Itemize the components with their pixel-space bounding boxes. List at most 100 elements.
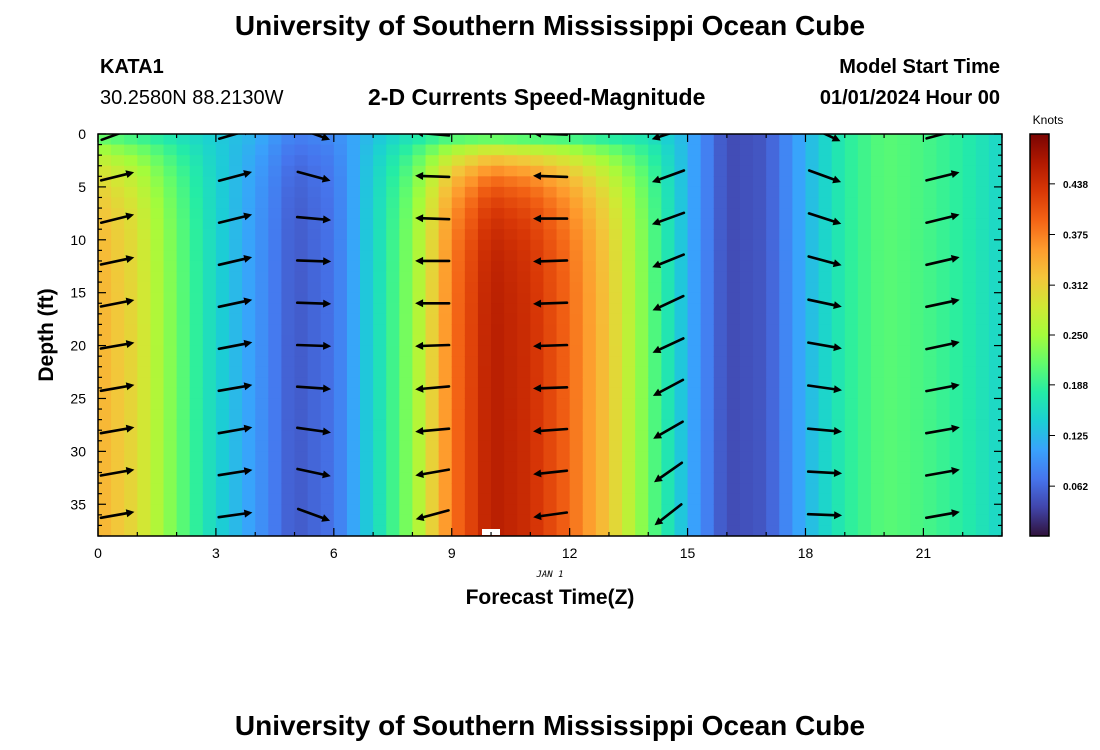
- heatmap-cell: [818, 208, 833, 220]
- heatmap-cell: [399, 197, 414, 209]
- heatmap-cell: [870, 271, 885, 283]
- heatmap-cell: [163, 345, 178, 357]
- heatmap-cell: [98, 229, 112, 241]
- heatmap-cell: [320, 218, 335, 230]
- heatmap-cell: [412, 409, 427, 421]
- heatmap-cell: [504, 440, 518, 452]
- heatmap-cell: [857, 504, 872, 516]
- heatmap-cell: [477, 186, 492, 199]
- current-arrow: [415, 256, 451, 265]
- current-arrow: [807, 255, 842, 268]
- heatmap-cell: [923, 197, 938, 209]
- heatmap-cell: [674, 260, 689, 273]
- heatmap-cell: [504, 208, 518, 220]
- heatmap-cell: [988, 134, 1002, 146]
- heatmap-cell: [635, 409, 649, 421]
- heatmap-cell: [438, 134, 453, 146]
- heatmap-cell: [988, 303, 1002, 315]
- heatmap-cell: [543, 229, 558, 241]
- heatmap-cell: [857, 239, 872, 251]
- heatmap-cell: [386, 440, 400, 452]
- current-arrow: [652, 337, 685, 353]
- heatmap-cell: [150, 483, 165, 495]
- heatmap-cell: [713, 165, 728, 177]
- current-arrow: [533, 341, 569, 350]
- heatmap-cell: [936, 155, 951, 167]
- heatmap-cell: [792, 176, 807, 188]
- heatmap-cell: [792, 229, 807, 241]
- heatmap-cell: [792, 419, 807, 431]
- heatmap-cell: [464, 430, 479, 442]
- heatmap-cell: [477, 483, 492, 495]
- heatmap-cell: [412, 292, 427, 304]
- heatmap-cell: [569, 345, 584, 357]
- heatmap-cell: [281, 504, 296, 516]
- heatmap-cell: [700, 398, 715, 410]
- heatmap-cell: [360, 165, 374, 177]
- heatmap-cell: [530, 493, 545, 505]
- heatmap-cell: [726, 514, 741, 527]
- heatmap-cell: [543, 208, 558, 220]
- heatmap-cell: [176, 313, 191, 326]
- current-arrow: [924, 509, 960, 520]
- heatmap-cell: [792, 504, 807, 516]
- heatmap-cell: [569, 324, 584, 336]
- heatmap-cell: [648, 461, 662, 474]
- heatmap-cell: [779, 144, 793, 156]
- heatmap-cell: [949, 324, 964, 336]
- heatmap-cell: [373, 356, 387, 368]
- current-arrow: [99, 340, 135, 350]
- heatmap-cell: [569, 335, 584, 347]
- heatmap-cell: [726, 271, 741, 283]
- heatmap-cell: [962, 239, 977, 251]
- heatmap-cell: [307, 292, 322, 304]
- heatmap-cell: [582, 165, 597, 177]
- heatmap-cell: [399, 461, 414, 474]
- heatmap-cell: [910, 313, 924, 326]
- heatmap-cell: [884, 208, 898, 220]
- heatmap-cell: [779, 165, 793, 177]
- heatmap-cell: [163, 472, 178, 484]
- heatmap-cell: [608, 239, 623, 251]
- heatmap-cell: [373, 186, 387, 199]
- heatmap-cell: [713, 398, 728, 410]
- heatmap-cell: [477, 165, 492, 177]
- heatmap-cell: [753, 483, 767, 495]
- heatmap-cell: [831, 165, 846, 177]
- heatmap-cell: [713, 525, 728, 536]
- heatmap-cell: [949, 176, 964, 188]
- heatmap-cell: [805, 303, 820, 315]
- heatmap-cell: [622, 493, 636, 505]
- heatmap-cell: [805, 176, 820, 188]
- heatmap-cell: [242, 313, 256, 326]
- heatmap-cell: [884, 493, 898, 505]
- heatmap-cell: [176, 324, 191, 336]
- heatmap-cell: [176, 440, 191, 452]
- heatmap-cell: [386, 366, 400, 378]
- heatmap-cell: [124, 398, 138, 410]
- heatmap-cell: [111, 419, 125, 431]
- heatmap-cell: [910, 176, 924, 188]
- footer-title: University of Southern Mississippi Ocean…: [234, 710, 866, 741]
- heatmap-cell: [412, 313, 427, 326]
- heatmap-cell: [870, 398, 885, 410]
- heatmap-cell: [753, 292, 767, 304]
- heatmap-cell: [923, 514, 938, 527]
- heatmap-cell: [700, 377, 715, 389]
- heatmap-cell: [320, 398, 335, 410]
- current-arrow: [533, 384, 569, 393]
- heatmap-cell: [307, 239, 322, 251]
- heatmap-cell: [687, 165, 702, 177]
- heatmap-cell: [386, 208, 400, 220]
- heatmap-cell: [215, 313, 230, 326]
- heatmap-cell: [622, 398, 636, 410]
- heatmap-cell: [307, 197, 322, 209]
- heatmap-cell: [661, 229, 676, 241]
- heatmap-cell: [530, 165, 545, 177]
- heatmap-cell: [661, 144, 676, 156]
- heatmap-cell: [215, 525, 230, 536]
- heatmap-cell: [517, 345, 531, 357]
- heatmap-cell: [674, 197, 689, 209]
- heatmap-cell: [857, 208, 872, 220]
- heatmap-cell: [687, 387, 702, 400]
